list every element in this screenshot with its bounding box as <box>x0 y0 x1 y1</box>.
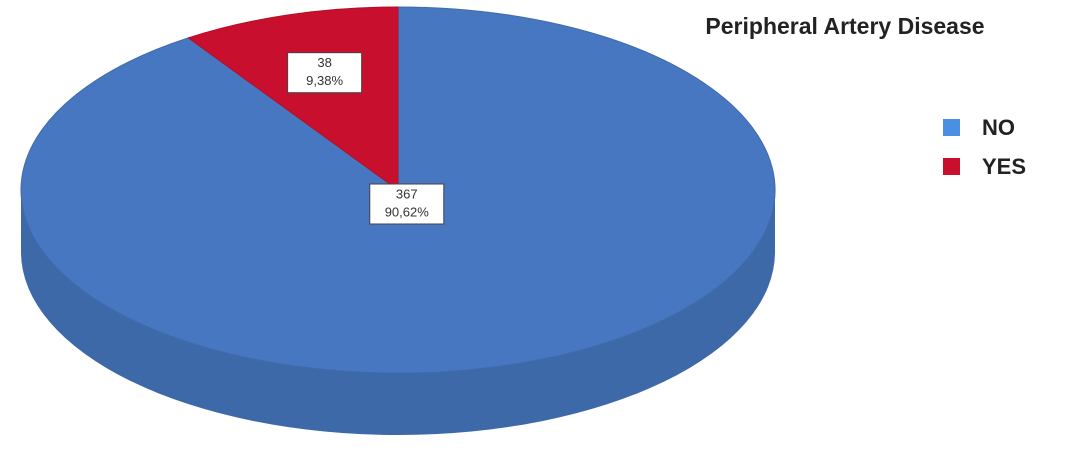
data-label-box <box>369 183 445 225</box>
chart-title: Peripheral Artery Disease <box>705 13 984 39</box>
legend-swatch <box>943 158 960 175</box>
slice <box>20 6 776 374</box>
data-label: 90,62% <box>385 204 430 219</box>
data-label-box <box>287 52 363 94</box>
legend-swatch <box>943 119 960 136</box>
legend-label: YES <box>982 154 1026 179</box>
slice-side <box>21 190 775 435</box>
data-label: 367 <box>396 186 418 201</box>
legend-label: NO <box>982 115 1015 140</box>
data-label: 9,38% <box>306 73 343 88</box>
data-label: 38 <box>317 55 331 70</box>
